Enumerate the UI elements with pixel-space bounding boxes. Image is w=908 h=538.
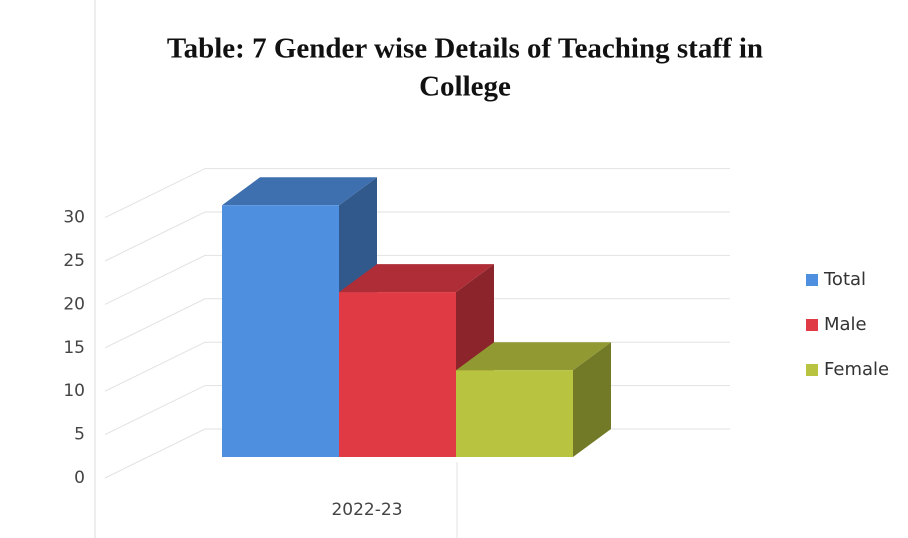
bar xyxy=(222,205,339,457)
grid-line xyxy=(104,254,730,305)
grid-line xyxy=(104,168,730,219)
legend-label: Female xyxy=(824,359,889,380)
y-tick-label: 25 xyxy=(63,251,85,271)
bar-top xyxy=(339,264,494,293)
legend-label: Total xyxy=(823,269,866,290)
grid-line xyxy=(104,211,730,262)
y-tick-label: 20 xyxy=(63,294,85,314)
y-tick-label: 0 xyxy=(74,468,85,488)
bar-top xyxy=(222,177,377,206)
legend-label: Male xyxy=(824,314,867,335)
y-tick-label: 10 xyxy=(63,381,85,401)
chart-title: Table: 7 Gender wise Details of Teaching… xyxy=(167,33,763,65)
bar-side xyxy=(573,342,611,457)
bar xyxy=(339,292,456,457)
x-tick-label: 2022-23 xyxy=(331,500,402,520)
bar xyxy=(456,370,573,457)
legend-swatch xyxy=(806,274,818,286)
legend-swatch xyxy=(806,319,818,331)
legend-swatch xyxy=(806,364,818,376)
bar-top xyxy=(456,342,611,371)
y-tick-label: 15 xyxy=(63,338,85,358)
chart-title: College xyxy=(419,71,511,103)
y-tick-label: 30 xyxy=(63,208,85,228)
grid-line xyxy=(104,298,730,349)
y-tick-label: 5 xyxy=(74,425,85,445)
